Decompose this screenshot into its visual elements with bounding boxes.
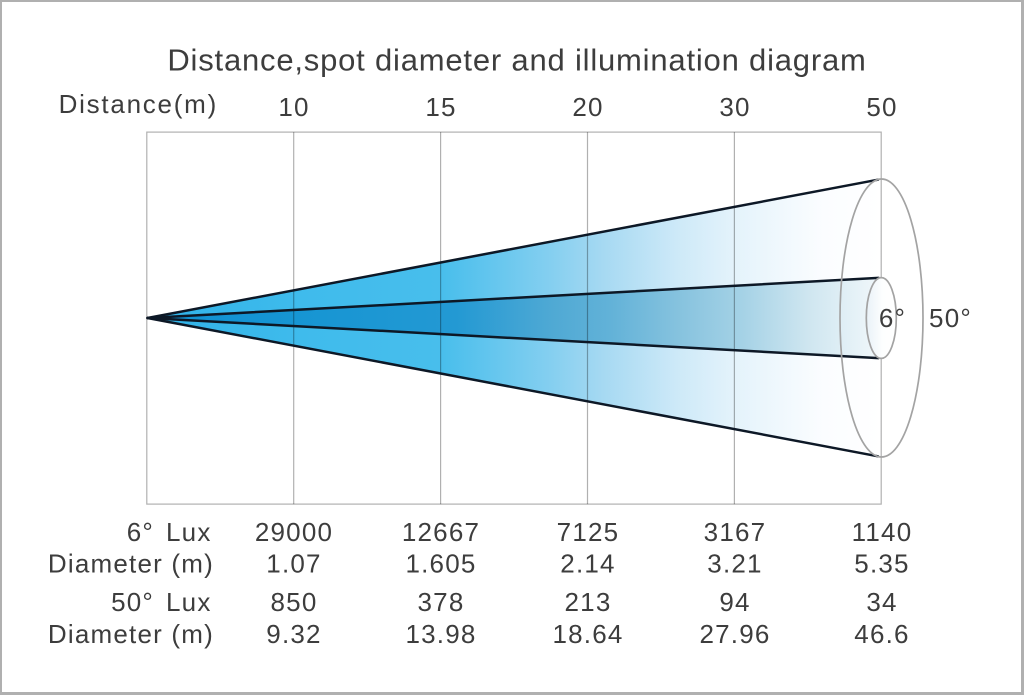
svg-text:9.32: 9.32 — [266, 619, 321, 649]
svg-text:7125: 7125 — [557, 517, 620, 547]
svg-text:2.14: 2.14 — [560, 549, 615, 579]
svg-text:13.98: 13.98 — [405, 619, 476, 649]
svg-text:213: 213 — [565, 587, 612, 617]
svg-text:1.605: 1.605 — [405, 549, 476, 579]
svg-text:Diameter (m): Diameter (m) — [48, 619, 214, 649]
svg-text:50: 50 — [866, 92, 897, 122]
svg-text:Lux: Lux — [166, 517, 212, 547]
svg-text:378: 378 — [418, 587, 465, 617]
svg-text:3.21: 3.21 — [707, 549, 762, 579]
svg-text:50°: 50° — [111, 587, 154, 617]
svg-text:Lux: Lux — [166, 587, 212, 617]
svg-text:6°: 6° — [127, 517, 154, 547]
svg-text:3167: 3167 — [704, 517, 767, 547]
svg-text:20: 20 — [572, 92, 603, 122]
svg-text:94: 94 — [719, 587, 750, 617]
svg-text:27.96: 27.96 — [699, 619, 770, 649]
svg-text:29000: 29000 — [255, 517, 333, 547]
svg-text:1140: 1140 — [852, 517, 913, 547]
svg-text:Distance(m): Distance(m) — [59, 89, 218, 119]
svg-text:12667: 12667 — [402, 517, 480, 547]
svg-text:Distance,spot diameter and ill: Distance,spot diameter and illumination … — [167, 43, 866, 78]
svg-text:50°: 50° — [929, 303, 972, 333]
svg-text:850: 850 — [271, 587, 318, 617]
svg-text:15: 15 — [425, 92, 456, 122]
svg-text:6°: 6° — [879, 303, 906, 333]
svg-text:Diameter (m): Diameter (m) — [48, 549, 214, 579]
svg-text:18.64: 18.64 — [552, 619, 623, 649]
svg-text:34: 34 — [866, 587, 897, 617]
svg-text:5.35: 5.35 — [854, 549, 909, 579]
svg-text:1.07: 1.07 — [266, 549, 321, 579]
svg-text:46.6: 46.6 — [854, 619, 909, 649]
svg-text:10: 10 — [278, 92, 309, 122]
svg-text:30: 30 — [719, 92, 750, 122]
